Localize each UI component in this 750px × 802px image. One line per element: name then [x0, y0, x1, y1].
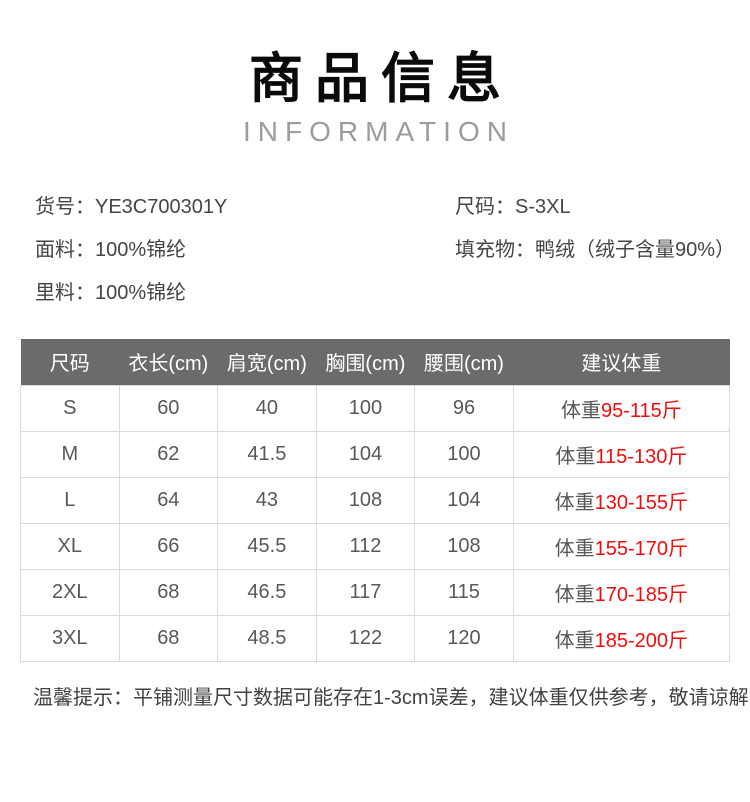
col-header-chest: 胸围(cm)	[316, 339, 415, 385]
weight-range: 170-185斤	[594, 583, 689, 606]
detail-value: 100%锦纶	[95, 282, 187, 304]
cell-waist: 108	[414, 522, 514, 570]
cell-size: S	[20, 384, 120, 432]
cell-length: 66	[118, 522, 219, 570]
detail-item-lining: 里料：100%锦纶	[35, 283, 455, 303]
cell-chest: 122	[315, 614, 416, 662]
cell-waist: 104	[414, 476, 514, 524]
detail-item-fabric: 面料：100%锦纶	[35, 240, 455, 260]
weight-label: 体重	[555, 445, 596, 468]
table-row: M 62 41.5 104 100 体重115-130斤	[20, 430, 731, 478]
cell-size: L	[20, 476, 120, 524]
weight-label: 体重	[554, 629, 595, 652]
detail-label: 面料：	[35, 239, 95, 261]
detail-value: YE3C700301Y	[95, 196, 228, 218]
cell-chest: 100	[315, 384, 416, 432]
cell-waist: 96	[414, 384, 514, 432]
detail-item-article-number: 货号：YE3C700301Y	[35, 197, 455, 217]
cell-shoulder: 48.5	[217, 614, 317, 662]
detail-label: 里料：	[35, 282, 95, 304]
cell-weight: 体重130-155斤	[512, 476, 731, 524]
col-header-length: 衣长(cm)	[119, 339, 218, 385]
cell-length: 68	[118, 568, 219, 616]
cell-size: 3XL	[20, 614, 120, 662]
cell-weight: 体重115-130斤	[512, 430, 731, 478]
cell-size: XL	[20, 522, 120, 570]
table-row: S 60 40 100 96 体重95-115斤	[20, 384, 731, 432]
detail-item-empty	[455, 283, 735, 303]
table-row: 3XL 68 48.5 122 120 体重185-200斤	[20, 614, 731, 662]
weight-range: 185-200斤	[594, 629, 689, 652]
cell-chest: 112	[315, 522, 416, 570]
detail-item-size-range: 尺码：S-3XL	[455, 197, 735, 217]
cell-size: 2XL	[20, 568, 120, 616]
table-row: 2XL 68 46.5 117 115 体重170-185斤	[20, 568, 731, 616]
weight-range: 155-170斤	[594, 537, 689, 560]
weight-label: 体重	[560, 399, 601, 422]
detail-item-filling: 填充物：鸭绒（绒子含量90%）	[455, 240, 735, 260]
hero-section: 商品信息 INFORMATION	[0, 0, 750, 147]
cell-shoulder: 40	[217, 384, 317, 432]
cell-weight: 体重170-185斤	[512, 568, 731, 616]
cell-chest: 108	[315, 476, 416, 524]
col-header-waist: 腰围(cm)	[414, 339, 514, 385]
cell-shoulder: 45.5	[217, 522, 317, 570]
page-title: 商品信息	[249, 49, 513, 109]
detail-value: S-3XL	[515, 196, 571, 218]
col-header-weight: 建议体重	[513, 339, 730, 385]
detail-label: 货号：	[35, 196, 95, 218]
cell-length: 62	[118, 430, 219, 478]
disclaimer-note: 温馨提示：平铺测量尺寸数据可能存在1-3cm误差，建议体重仅供参考，敬请谅解！	[33, 686, 750, 709]
cell-shoulder: 43	[217, 476, 317, 524]
weight-label: 体重	[554, 491, 595, 514]
detail-label: 尺码：	[455, 196, 515, 218]
col-header-size: 尺码	[20, 339, 120, 385]
cell-weight: 体重95-115斤	[512, 384, 731, 432]
weight-label: 体重	[554, 583, 595, 606]
table-row: L 64 43 108 104 体重130-155斤	[20, 476, 731, 524]
cell-chest: 104	[315, 430, 416, 478]
cell-shoulder: 41.5	[217, 430, 317, 478]
size-table-body: S 60 40 100 96 体重95-115斤 M 62 41.5 104 1…	[20, 384, 731, 662]
cell-waist: 120	[414, 614, 514, 662]
cell-length: 64	[118, 476, 219, 524]
table-row: XL 66 45.5 112 108 体重155-170斤	[20, 522, 731, 570]
page-subtitle: INFORMATION	[243, 116, 514, 147]
size-table-header: 尺码 衣长(cm) 肩宽(cm) 胸围(cm) 腰围(cm) 建议体重	[20, 339, 730, 385]
table-header-row: 尺码 衣长(cm) 肩宽(cm) 胸围(cm) 腰围(cm) 建议体重	[20, 339, 730, 385]
product-details: 货号：YE3C700301Y 尺码：S-3XL 面料：100%锦纶 填充物：鸭绒…	[0, 197, 750, 303]
cell-length: 68	[118, 614, 219, 662]
weight-range: 130-155斤	[594, 491, 689, 514]
cell-chest: 117	[315, 568, 416, 616]
cell-size: M	[20, 430, 120, 478]
col-header-shoulder: 肩宽(cm)	[217, 339, 317, 385]
cell-waist: 100	[414, 430, 514, 478]
detail-value: 鸭绒（绒子含量90%）	[535, 239, 736, 261]
cell-length: 60	[118, 384, 219, 432]
cell-shoulder: 46.5	[217, 568, 317, 616]
detail-label: 填充物：	[455, 239, 535, 261]
weight-range: 115-130斤	[595, 445, 688, 468]
detail-value: 100%锦纶	[95, 239, 187, 261]
weight-range: 95-115斤	[600, 399, 682, 422]
cell-waist: 115	[414, 568, 514, 616]
size-table: 尺码 衣长(cm) 肩宽(cm) 胸围(cm) 腰围(cm) 建议体重 S 60…	[20, 339, 731, 662]
weight-label: 体重	[554, 537, 595, 560]
cell-weight: 体重185-200斤	[512, 614, 731, 662]
cell-weight: 体重155-170斤	[512, 522, 731, 570]
